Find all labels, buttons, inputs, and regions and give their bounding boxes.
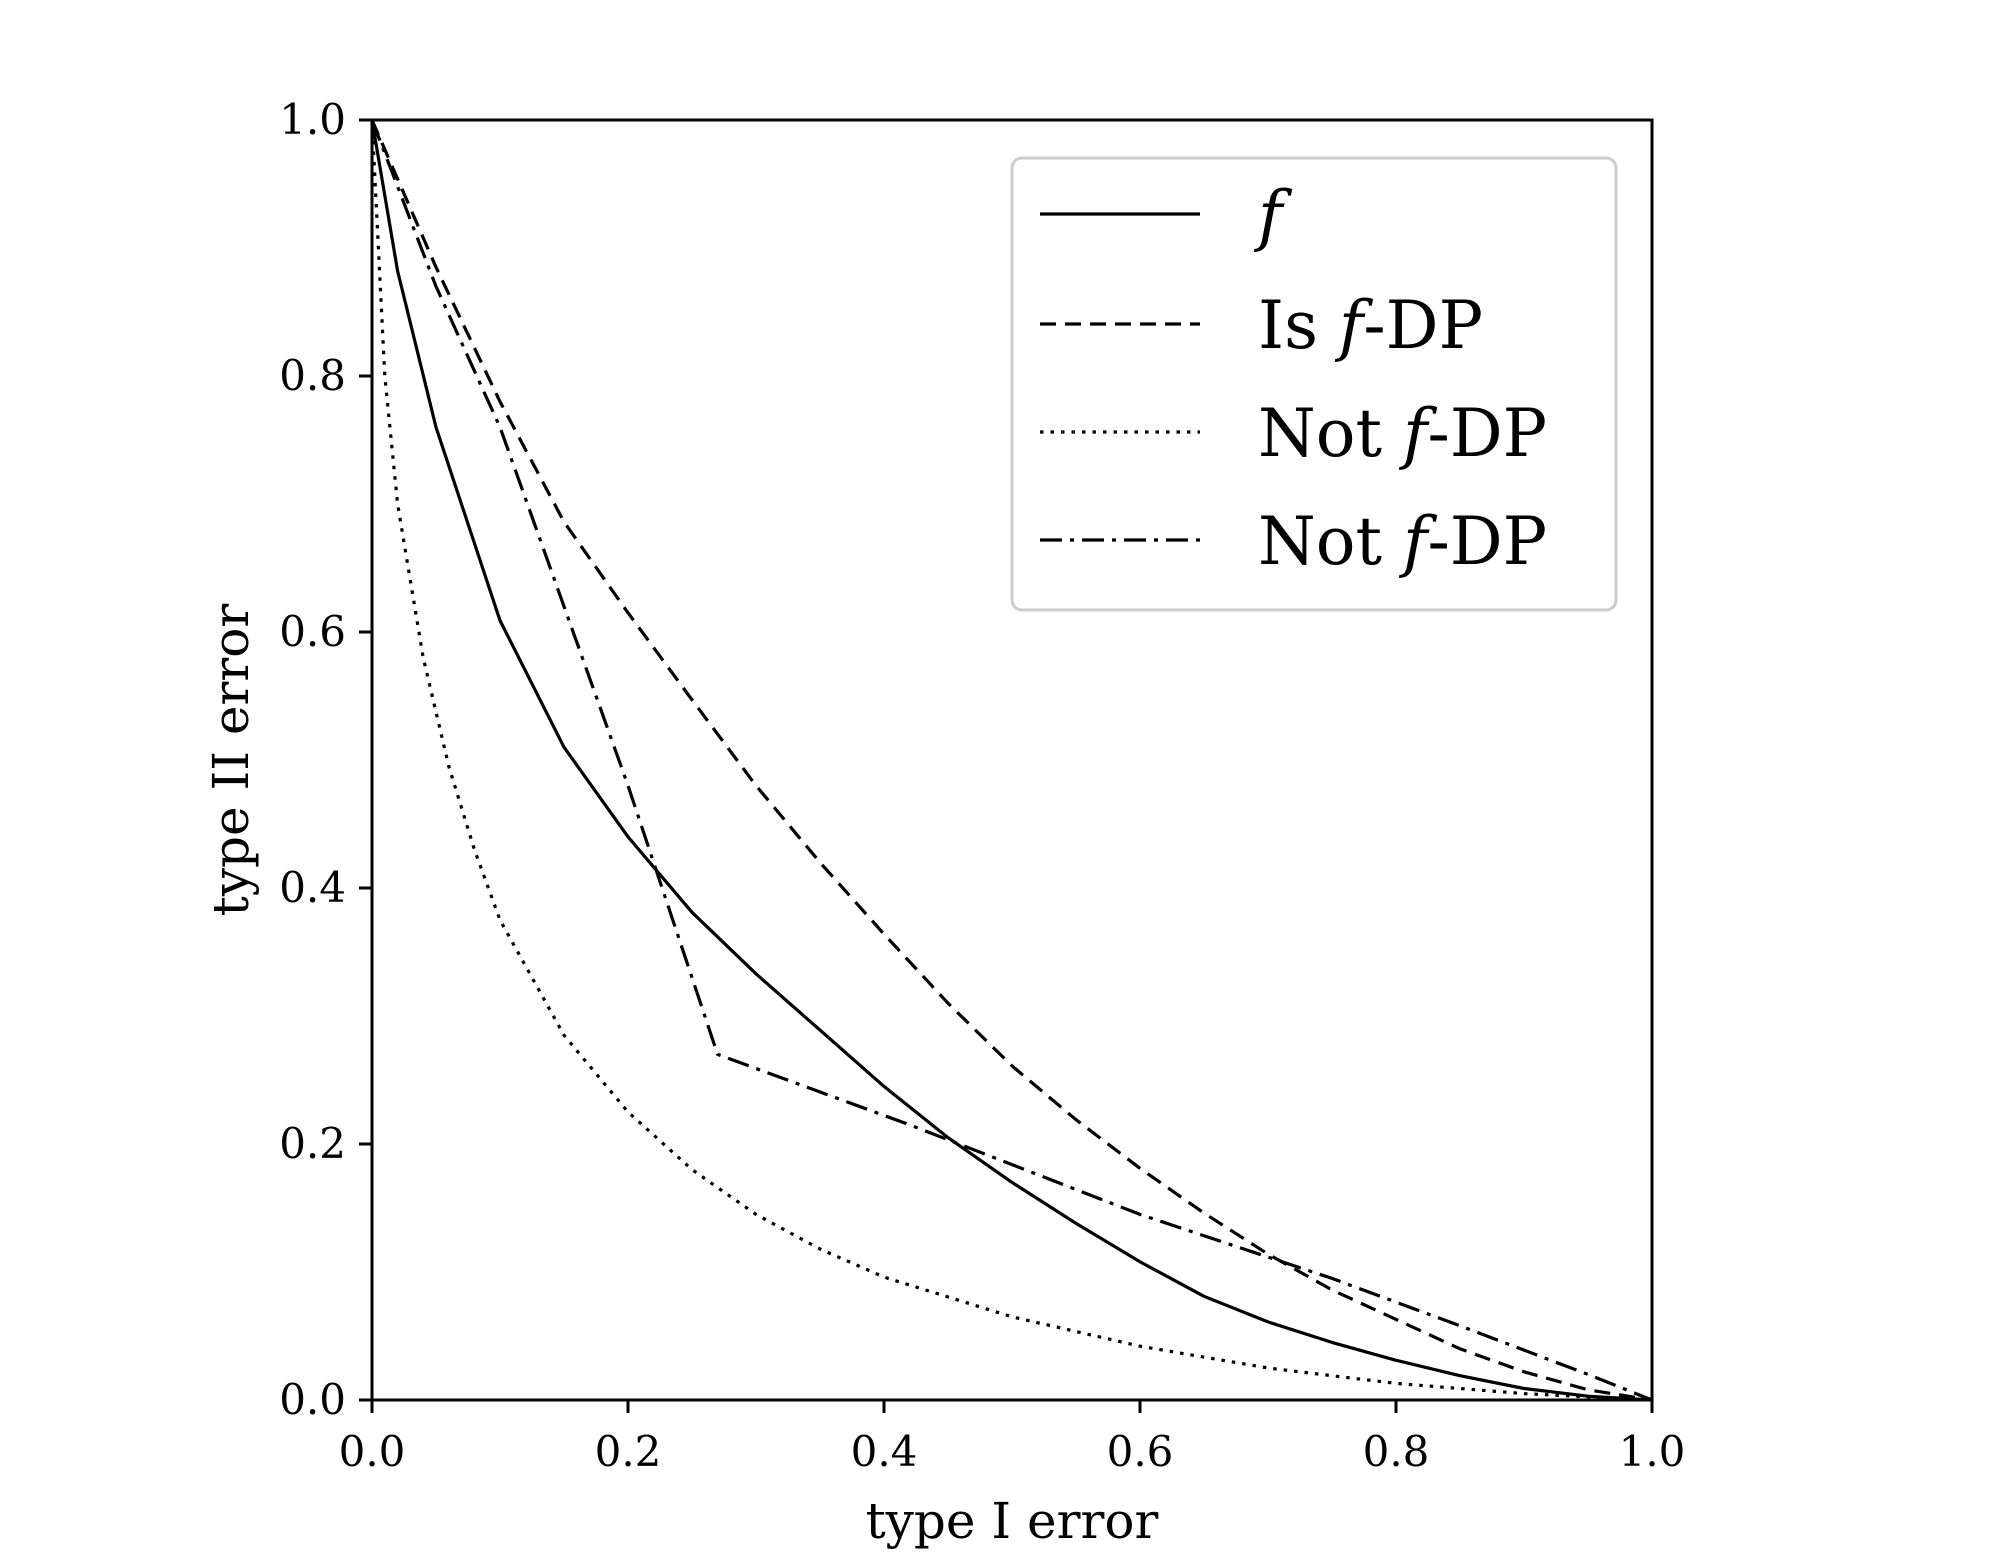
y-tick-label: 0.2 <box>279 1119 346 1168</box>
series-line-dashed <box>370 119 1653 1402</box>
legend-label: Not f-DP <box>1258 503 1547 580</box>
legend-label: Not f-DP <box>1258 395 1547 472</box>
y-tick-label: 0.6 <box>279 607 346 656</box>
x-tick-label: 0.4 <box>851 1427 918 1476</box>
series-line-solid <box>370 119 1653 1402</box>
axes-frame <box>370 118 1654 1402</box>
series-line-dashdot <box>370 119 1653 1402</box>
plot-lines <box>370 119 1653 1402</box>
y-tick-label: 0.0 <box>279 1375 346 1424</box>
x-tick-label: 0.0 <box>339 1427 406 1476</box>
x-ticks: 0.0 0.2 0.4 0.6 0.8 1.0 <box>339 1400 1686 1476</box>
legend-label: Is f-DP <box>1258 287 1483 364</box>
x-tick-label: 0.8 <box>1363 1427 1430 1476</box>
y-ticks: 0.0 0.2 0.4 0.6 0.8 1.0 <box>279 95 372 1424</box>
y-tick-label: 1.0 <box>279 95 346 144</box>
x-tick-label: 0.6 <box>1107 1427 1174 1476</box>
x-axis-label: type I error <box>866 1492 1159 1550</box>
x-tick-label: 1.0 <box>1619 1427 1686 1476</box>
y-tick-label: 0.4 <box>279 863 346 912</box>
y-tick-label: 0.8 <box>279 351 346 400</box>
legend-box <box>1010 156 1618 612</box>
y-axis-label: type II error <box>202 604 260 917</box>
x-tick-label: 0.2 <box>595 1427 662 1476</box>
